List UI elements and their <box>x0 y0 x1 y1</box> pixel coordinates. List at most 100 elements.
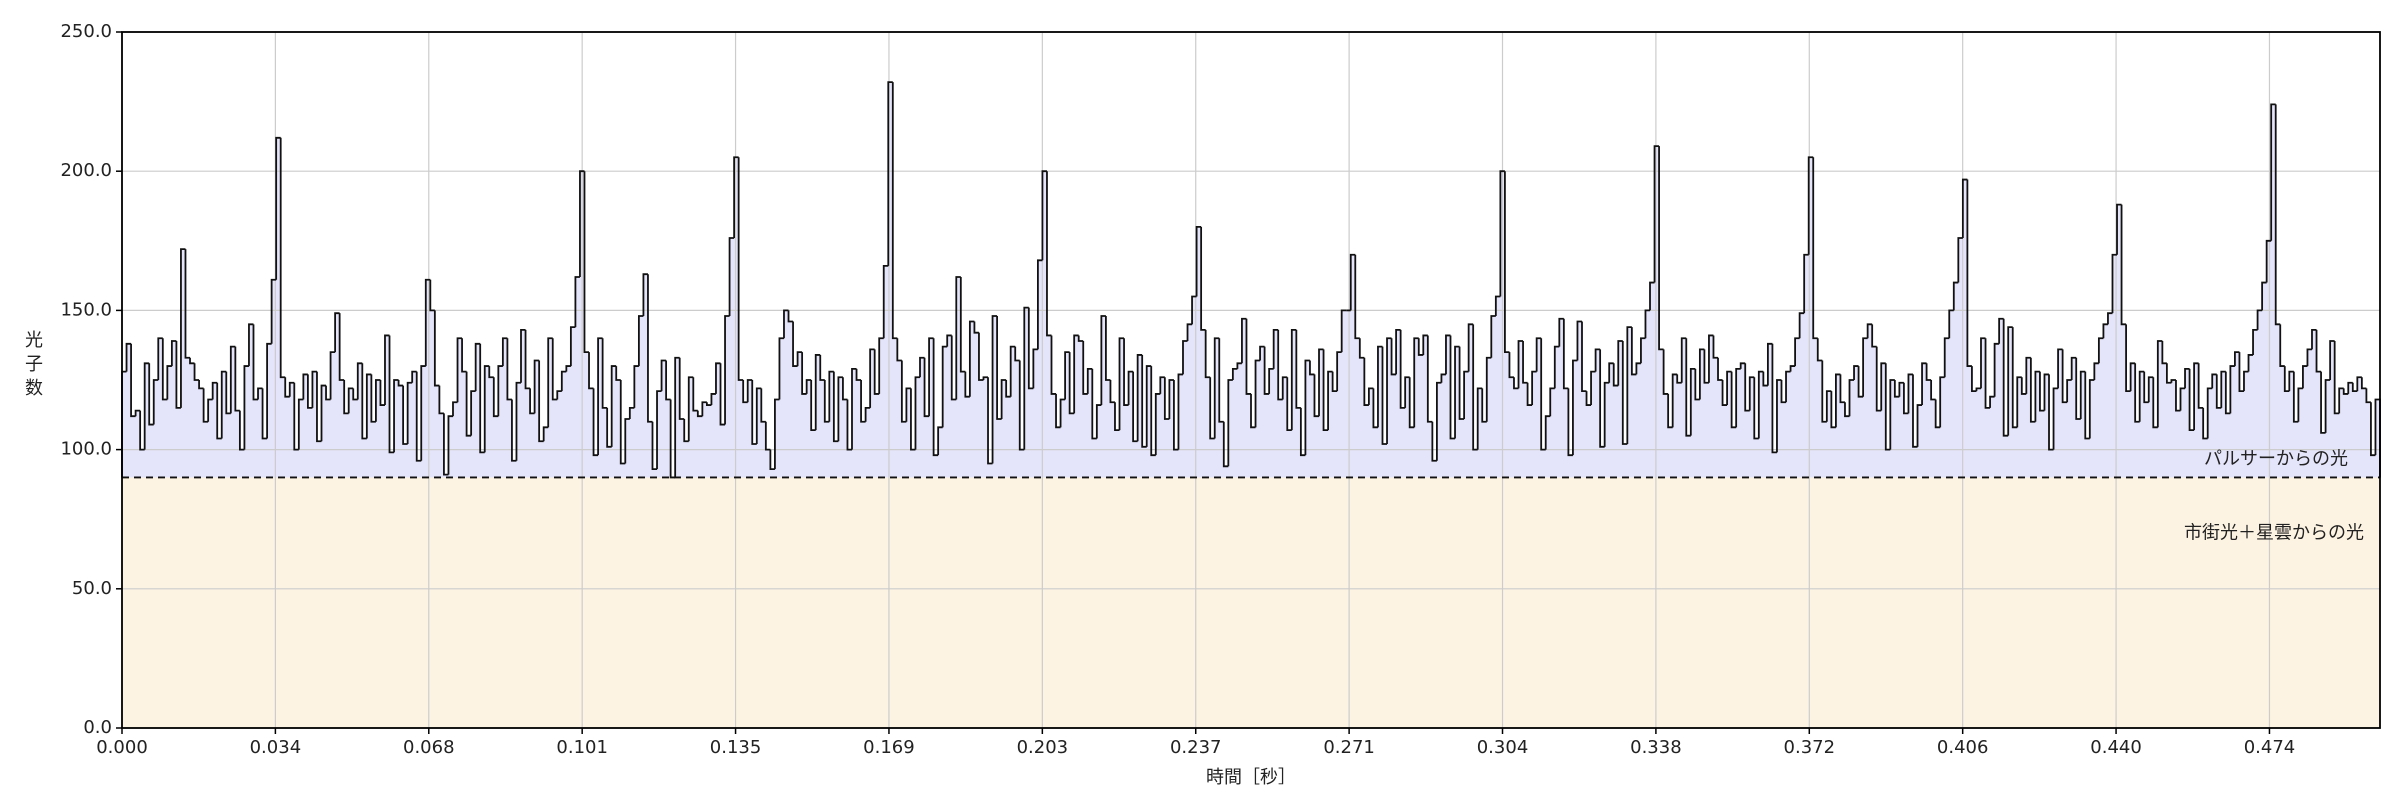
step-segment <box>1662 349 1669 395</box>
pulsar-bar <box>743 402 749 478</box>
step-segment <box>1925 363 1932 381</box>
pulsar-bar <box>1228 380 1234 478</box>
step-segment <box>1018 360 1025 451</box>
pulsar-bar <box>2348 382 2354 478</box>
pulsar-bar <box>1409 427 1415 478</box>
pulsar-bar <box>1133 441 1138 478</box>
pulsar-bar <box>1182 341 1188 478</box>
pulsar-bar <box>1432 460 1438 478</box>
pulsar-bar <box>978 380 984 478</box>
pulsar-bar <box>920 357 925 478</box>
step-segment <box>1816 338 1823 362</box>
step-segment <box>1286 377 1292 432</box>
step-segment <box>506 338 512 401</box>
pulsar-bar <box>2044 374 2050 478</box>
step-segment <box>2093 362 2099 380</box>
step-segment <box>1680 337 1687 383</box>
pulsar-bar <box>1645 310 1651 478</box>
pulsar-bar <box>289 382 295 478</box>
step-segment <box>2079 370 2086 419</box>
step-segment <box>2043 373 2050 411</box>
step-segment <box>2283 366 2290 393</box>
step-segment <box>415 371 422 462</box>
step-segment <box>1912 374 1918 448</box>
pulsar-bar <box>1894 396 1900 478</box>
step-segment <box>610 365 617 447</box>
pulsar-bar <box>1341 310 1347 478</box>
pulsar-bar <box>2017 377 2023 478</box>
step-segment <box>533 359 540 414</box>
step-segment <box>674 356 680 478</box>
pulsar-bar <box>2352 391 2358 478</box>
pulsar-bar <box>2162 363 2168 478</box>
pulsar-bar <box>1541 449 1547 478</box>
step-segment <box>1367 387 1374 406</box>
step-segment <box>1177 373 1183 450</box>
step-segment <box>2274 104 2281 326</box>
step-segment <box>805 379 812 394</box>
step-segment <box>1014 346 1020 362</box>
step-segment <box>837 376 843 442</box>
pulsar-bar <box>2330 341 2335 478</box>
step-segment <box>665 360 671 401</box>
pulsar-bar <box>1382 444 1388 478</box>
step-segment <box>1095 404 1102 439</box>
step-segment <box>1712 335 1719 359</box>
pulsar-bar <box>1876 410 1882 478</box>
pulsar-bar <box>711 393 717 478</box>
step-segment <box>211 381 218 400</box>
step-segment <box>1154 393 1161 456</box>
step-segment <box>1354 254 1360 340</box>
pulsar-bar <box>1604 382 1610 478</box>
pulsar-bar <box>1550 388 1556 478</box>
pulsar-bar <box>2253 329 2258 478</box>
step-segment <box>1549 387 1555 417</box>
step-segment <box>492 377 499 418</box>
step-segment <box>1145 365 1152 447</box>
step-segment <box>2338 387 2344 414</box>
step-segment <box>855 368 862 381</box>
pulsar-bar <box>2339 388 2345 478</box>
pulsar-bar <box>2012 427 2018 478</box>
step-segment <box>1322 349 1329 432</box>
step-segment <box>900 360 907 423</box>
pulsar-bar <box>1618 341 1624 478</box>
pulsar-bar <box>1368 388 1374 478</box>
pulsar-bar <box>2370 455 2376 478</box>
step-segment <box>1445 334 1451 375</box>
pulsar-bar <box>1010 346 1016 478</box>
step-segment <box>2002 318 2009 437</box>
pulsar-bar <box>992 315 998 478</box>
pulsar-bar <box>729 238 735 478</box>
pulsar-bar <box>752 444 758 478</box>
pulsar-bar <box>507 399 513 478</box>
pulsar-bar <box>1654 146 1660 478</box>
pulsar-bar <box>1953 282 1959 478</box>
step-segment <box>923 357 930 418</box>
step-segment <box>447 415 453 475</box>
step-segment <box>529 388 535 415</box>
pulsar-bar <box>1609 363 1615 478</box>
pulsar-bar <box>321 385 327 478</box>
pulsar-bar <box>1994 343 2000 478</box>
pulsar-bar <box>1890 380 1896 478</box>
step-segment <box>755 387 762 445</box>
step-segment <box>1091 368 1097 440</box>
step-segment <box>864 406 871 422</box>
pulsar-bar <box>706 405 712 478</box>
pulsar-bar <box>1069 413 1075 478</box>
step-segment <box>1621 341 1628 445</box>
step-segment <box>669 399 676 479</box>
step-segment <box>1508 352 1514 379</box>
pulsar-bar <box>2058 349 2063 478</box>
pulsar-bar <box>2089 380 2095 478</box>
pulsar-bar <box>1260 346 1265 478</box>
pulsar-bar <box>1926 380 1932 478</box>
pulsar-bar <box>2203 438 2209 478</box>
step-segment <box>411 370 417 383</box>
pulsar-bar <box>2216 407 2222 478</box>
pulsar-bar <box>1518 341 1524 478</box>
step-segment <box>651 421 658 470</box>
x-tick-label: 0.304 <box>1477 737 1529 758</box>
step-segment <box>832 371 839 443</box>
